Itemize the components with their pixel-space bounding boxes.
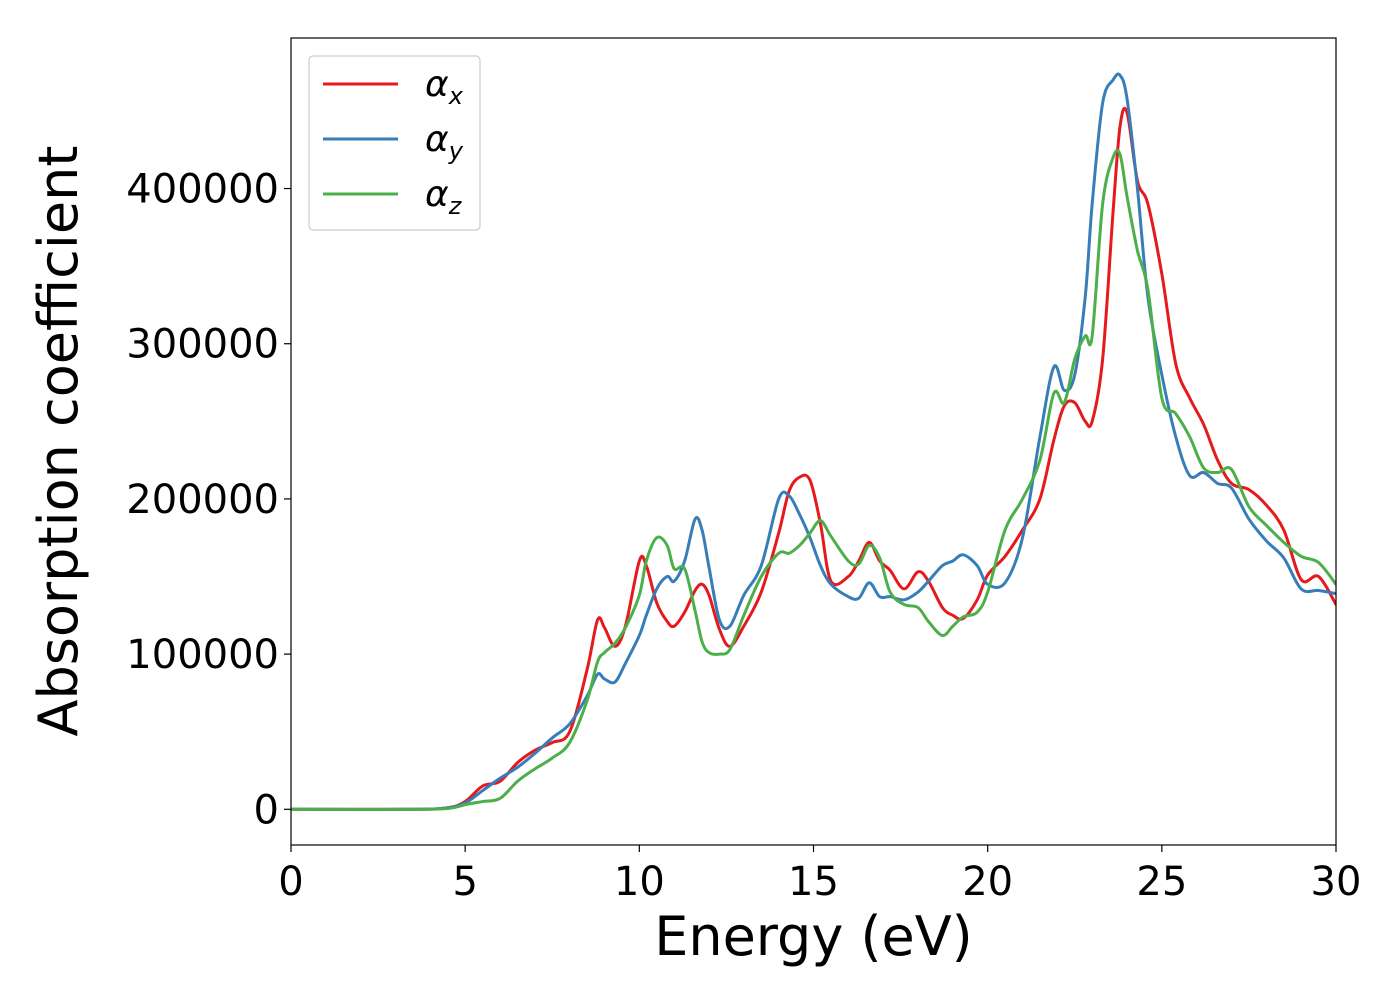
series-line-3: [291, 148, 1336, 811]
legend-entries: αx αy αz: [323, 64, 464, 220]
y-tick-label: 0: [254, 787, 279, 833]
legend-label-2: αy: [425, 119, 464, 165]
series-line-1: [291, 107, 1336, 811]
x-tick-label: 30: [1311, 859, 1362, 905]
x-tick-label: 15: [788, 859, 839, 905]
x-tick-label: 20: [962, 859, 1013, 905]
tick-layer: 0 5 10 15 20 25 30 0 100000 200000 300000 400000: [126, 167, 1361, 905]
series-layer: [291, 72, 1336, 811]
legend-label-1: αx: [425, 64, 464, 110]
x-tick-label: 5: [452, 859, 477, 905]
y-axis-title: Absorption coefficient: [27, 146, 90, 737]
y-tick-label: 300000: [126, 322, 279, 368]
x-axis-title: Energy (eV): [654, 905, 973, 968]
x-tick-label: 0: [278, 859, 303, 905]
legend: αx αy αz: [308, 55, 481, 231]
legend-box: [308, 55, 481, 231]
y-tick-label: 400000: [126, 167, 279, 213]
y-tick-label: 200000: [126, 477, 279, 523]
x-tick-label: 10: [614, 859, 665, 905]
x-tick-label: 25: [1136, 859, 1187, 905]
legend-label-3: αz: [425, 174, 463, 220]
y-tick-label: 100000: [126, 632, 279, 678]
